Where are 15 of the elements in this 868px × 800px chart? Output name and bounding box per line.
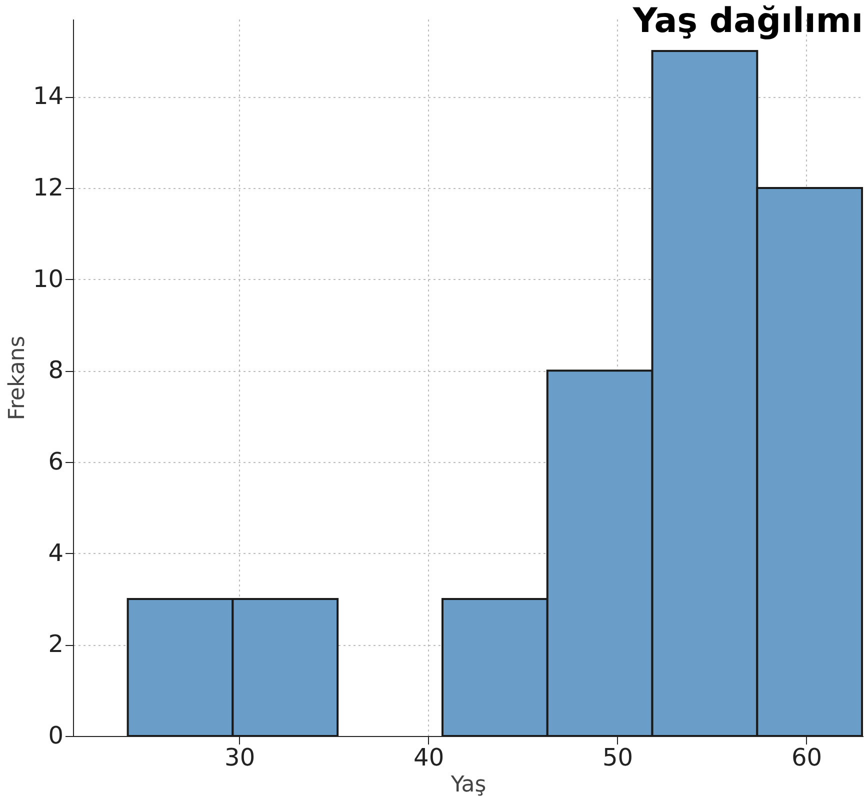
y-tick-label: 12 (32, 173, 64, 202)
x-tick-label: 30 (224, 744, 256, 772)
x-axis-title: Yaş (450, 772, 486, 798)
y-tick-label: 8 (48, 356, 64, 384)
x-tick-label: 50 (602, 744, 634, 772)
y-tick-label: 6 (48, 447, 64, 476)
y-tick-label: 4 (48, 538, 64, 567)
y-axis-title: Frekans (4, 336, 30, 420)
y-tick-label: 2 (48, 630, 64, 658)
y-tick-label: 10 (32, 264, 64, 293)
y-tick-label: 14 (32, 82, 64, 110)
chart-title: Yaş dağılımı (632, 1, 863, 41)
y-tick-label: 0 (48, 722, 64, 750)
x-tick-label: 40 (414, 744, 444, 772)
x-tick-label: 60 (792, 744, 822, 772)
